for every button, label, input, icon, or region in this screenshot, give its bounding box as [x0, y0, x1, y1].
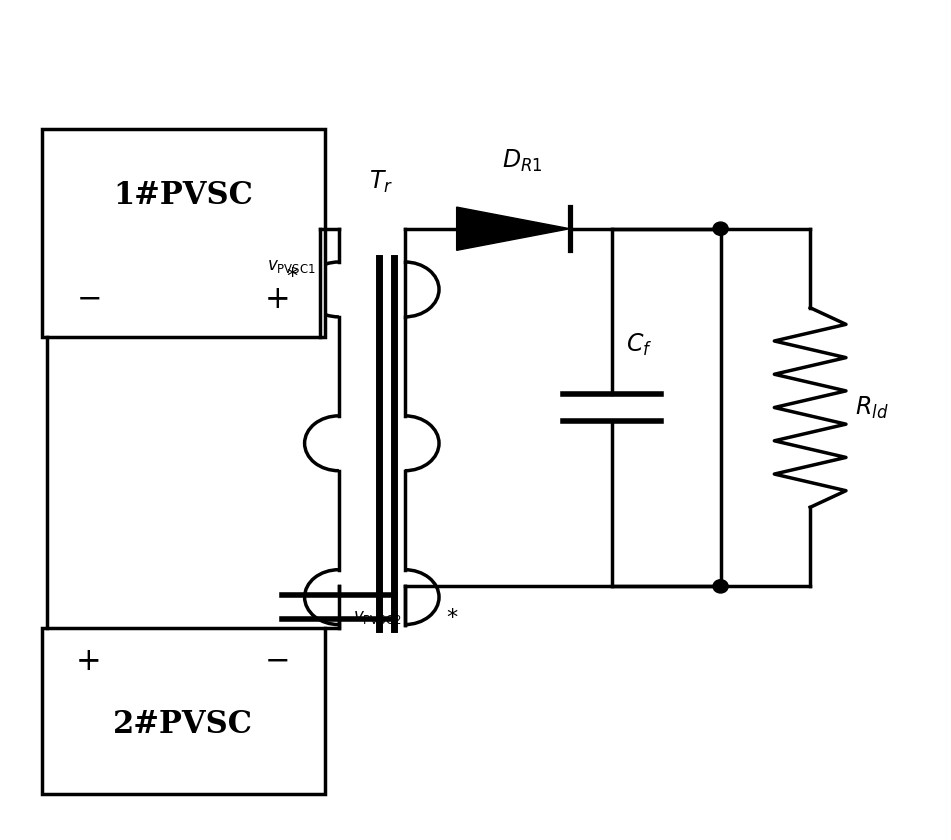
- FancyBboxPatch shape: [42, 628, 324, 795]
- Text: *: *: [446, 608, 457, 628]
- Text: $T_r$: $T_r$: [369, 169, 394, 196]
- Circle shape: [713, 580, 728, 593]
- Text: 2#PVSC: 2#PVSC: [113, 709, 253, 740]
- Text: $v_{\rm PVSC1}$: $v_{\rm PVSC1}$: [266, 258, 315, 275]
- Text: +: +: [76, 646, 102, 677]
- Text: 1#PVSC: 1#PVSC: [113, 180, 253, 211]
- Text: $C_f$: $C_f$: [627, 332, 652, 358]
- Text: −: −: [264, 646, 290, 677]
- Text: *: *: [286, 267, 298, 287]
- Text: $R_{ld}$: $R_{ld}$: [855, 395, 889, 421]
- Text: $v_{\rm PVSC2}$: $v_{\rm PVSC2}$: [353, 609, 401, 626]
- Text: +: +: [264, 284, 290, 315]
- FancyBboxPatch shape: [42, 129, 324, 337]
- Text: $D_{R1}$: $D_{R1}$: [502, 148, 543, 174]
- Circle shape: [713, 222, 728, 235]
- Text: −: −: [76, 284, 102, 315]
- Polygon shape: [456, 207, 570, 250]
